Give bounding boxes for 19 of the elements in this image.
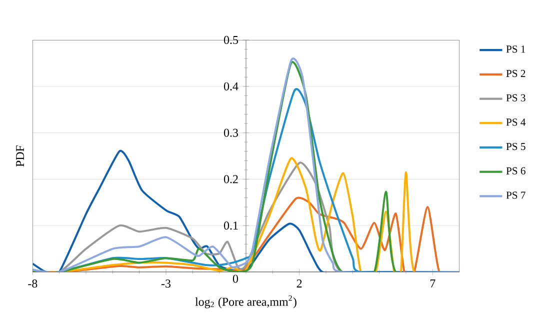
legend-label: PS 1 bbox=[506, 46, 526, 53]
x-tick-label: 7 bbox=[430, 280, 436, 288]
legend-label: PS 7 bbox=[506, 192, 526, 199]
x-tick-label: -3 bbox=[161, 280, 171, 288]
x-axis-title: log$_{2}$ (Pore area,mm$^{2}$) bbox=[195, 295, 296, 308]
legend-label: PS 3 bbox=[506, 94, 526, 102]
y-tick-label: 0.5 bbox=[224, 36, 238, 44]
y-tick-label: 0.3 bbox=[224, 128, 238, 137]
y-axis-title: PDF bbox=[16, 145, 24, 167]
legend-label: PS 2 bbox=[506, 70, 526, 78]
y-tick-label: 0 bbox=[232, 274, 238, 283]
y-tick-label: 0.2 bbox=[224, 175, 238, 184]
y-tick-label: 0.4 bbox=[224, 82, 238, 90]
legend-label: PS 5 bbox=[506, 142, 526, 150]
legend-label: PS 4 bbox=[506, 118, 526, 126]
y-tick-label: 0.1 bbox=[224, 222, 238, 230]
x-tick-label: 2 bbox=[296, 280, 302, 288]
x-tick-label: -8 bbox=[28, 280, 38, 288]
legend-label: PS 6 bbox=[506, 167, 526, 174]
